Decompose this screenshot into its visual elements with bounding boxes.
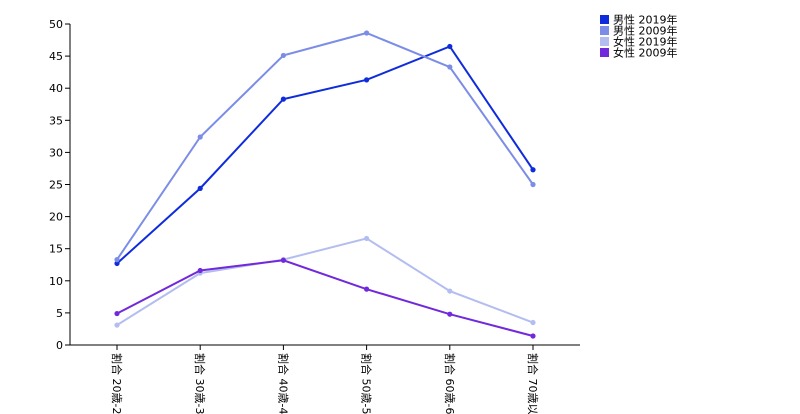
y-tick-label: 15 [49,243,63,256]
series-layer [114,30,536,339]
legend-label: 男性 2019年 [613,13,678,27]
y-tick-label: 0 [56,339,63,352]
legend-item: 女性 2009年 [600,46,678,60]
y-tick-label: 30 [49,146,63,159]
data-point [364,30,370,36]
legend-label: 男性 2009年 [613,24,678,38]
data-point [197,267,203,274]
data-point [197,185,203,191]
data-point [280,52,286,59]
data-point [447,311,453,317]
y-tick-label: 20 [49,211,63,224]
legend-swatch [600,48,609,57]
x-tick-label: 割合 50歳-5… [360,353,374,414]
data-point [447,64,453,70]
x-tick-label: 割合 30歳-3… [193,353,207,414]
legend-swatch [600,37,609,46]
data-point [280,96,286,102]
series-line [116,237,534,326]
x-axis: 割合 20歳-2… 割合 30歳-3… 割合 40歳-4… 割合 50歳-5… 割合 6… [70,344,580,414]
y-tick-label: 25 [49,179,63,192]
legend-label: 女性 2019年 [613,35,678,49]
data-point [530,167,536,173]
series-4 [114,257,536,339]
data-point [364,77,370,83]
series-2 [114,30,536,263]
y-tick-label: 50 [49,18,63,31]
series-line [116,31,534,261]
series-line [116,259,534,337]
data-point [447,288,453,294]
data-point [114,257,120,263]
legend-item: 男性 2019年 [600,13,678,27]
y-tick-label: 35 [49,114,63,127]
x-tick-label: 割合 20歳-2… [110,353,124,414]
data-point [447,43,453,50]
series-1 [114,43,536,267]
series-line [116,45,534,265]
data-point [530,319,536,326]
data-point [530,333,536,339]
y-axis: 0 5 10 15 20 25 30 35 40 45 50 [49,18,71,352]
data-point [114,310,120,317]
data-point [280,257,286,263]
legend-swatch [600,15,609,24]
legend-swatch [600,26,609,35]
data-point [364,286,370,292]
y-tick-label: 10 [49,275,63,288]
data-point [114,260,120,267]
legend-label: 女性 2009年 [613,46,678,60]
series-3 [114,235,536,328]
data-point [364,235,370,242]
data-point [530,181,536,188]
x-tick-label: 割合 70歳以上 [526,353,540,414]
y-tick-label: 40 [49,82,63,95]
data-point [114,322,120,328]
legend-item: 男性 2009年 [600,24,678,38]
data-point [197,134,203,140]
x-tick-label: 割合 60歳-6… [443,353,457,414]
y-tick-label: 45 [49,50,63,63]
legend-item: 女性 2019年 [600,35,678,49]
y-tick-label: 5 [56,307,63,320]
x-tick-label: 割合 40歳-4… [276,353,290,414]
